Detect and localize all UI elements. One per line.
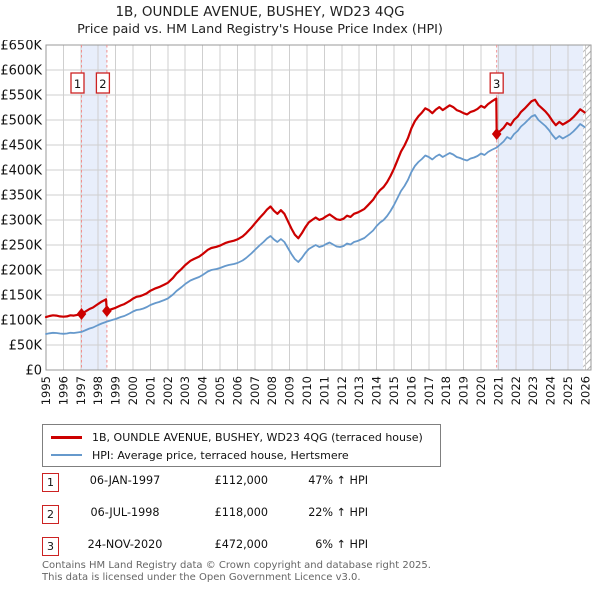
transaction-price: £112,000	[214, 474, 268, 487]
transaction-hpi-change: 6% ↑ HPI	[315, 538, 368, 551]
legend-item-hpi: HPI: Average price, terraced house, Hert…	[51, 446, 440, 464]
svg-text:2003: 2003	[178, 376, 192, 405]
svg-text:2006: 2006	[230, 376, 244, 405]
license-footer: Contains HM Land Registry data © Crown c…	[42, 560, 431, 583]
chart-legend: 1B, OUNDLE AVENUE, BUSHEY, WD23 4QG (ter…	[42, 424, 441, 467]
x-axis-labels: 1995 1996 1997 1998 1999 2000 2001 2002 2003 2004…	[39, 376, 592, 405]
transaction-date: 06-JAN-1997	[89, 474, 161, 487]
svg-text:£400K: £400K	[0, 164, 42, 179]
svg-text:£600K: £600K	[0, 64, 42, 79]
svg-text:2023: 2023	[526, 376, 540, 405]
svg-text:2001: 2001	[143, 376, 157, 405]
svg-text:£250K: £250K	[0, 239, 42, 254]
transaction-row: 2 06-JUL-1998 £118,000 22% ↑ HPI	[42, 505, 382, 525]
sale-number-box	[70, 72, 85, 94]
sale-number-label: 2	[99, 77, 106, 91]
row-number-badge: 3	[42, 537, 59, 556]
shaded-bands	[81, 45, 584, 370]
footer-line1: Contains HM Land Registry data © Crown c…	[42, 560, 431, 571]
hpi-line	[45, 114, 586, 335]
svg-text:2019: 2019	[457, 376, 471, 405]
svg-text:2013: 2013	[352, 376, 366, 405]
legend-label-price-paid: 1B, OUNDLE AVENUE, BUSHEY, WD23 4QG (ter…	[92, 430, 423, 444]
sale-point-diamond	[491, 128, 502, 140]
legend-label-hpi: HPI: Average price, terraced house, Hert…	[92, 448, 349, 462]
transaction-price: £472,000	[214, 538, 268, 551]
svg-text:£0: £0	[25, 364, 42, 379]
svg-text:2004: 2004	[196, 376, 210, 405]
svg-text:£300K: £300K	[0, 214, 42, 229]
svg-text:2025: 2025	[561, 376, 575, 405]
transaction-row: 3 24-NOV-2020 £472,000 6% ↑ HPI	[42, 537, 382, 557]
legend-item-price-paid: 1B, OUNDLE AVENUE, BUSHEY, WD23 4QG (ter…	[51, 428, 440, 446]
red-line-swatch	[51, 435, 82, 439]
y-axis-labels: £0 £50K £100K £150K £200K £250K £300K £350K £400…	[0, 40, 42, 379]
svg-text:£150K: £150K	[0, 289, 42, 304]
svg-text:£450K: £450K	[0, 139, 42, 154]
row-number-badge: 2	[42, 505, 59, 524]
svg-text:2026: 2026	[578, 376, 592, 405]
svg-text:2005: 2005	[213, 376, 227, 405]
page-subtitle: Price paid vs. HM Land Registry's House …	[77, 22, 443, 37]
svg-text:2010: 2010	[300, 376, 314, 405]
sale-number-label: 3	[493, 77, 500, 91]
svg-text:2020: 2020	[474, 376, 488, 405]
svg-text:£650K: £650K	[0, 40, 42, 54]
price-history-chart: 1 2 3£0£50K£100K£150K£200K£250K£300K£350K£…	[0, 40, 592, 405]
svg-text:2009: 2009	[283, 376, 297, 405]
sale-number-label: 1	[74, 77, 81, 91]
transaction-date: 06-JUL-1998	[90, 506, 160, 519]
sale-point-diamond	[102, 305, 112, 317]
sale-point-diamond	[76, 308, 87, 320]
svg-text:1997: 1997	[74, 376, 88, 405]
svg-text:£350K: £350K	[0, 189, 42, 204]
svg-text:2021: 2021	[491, 376, 505, 405]
svg-text:2018: 2018	[439, 376, 453, 405]
transaction-hpi-change: 22% ↑ HPI	[308, 506, 368, 519]
svg-text:£550K: £550K	[0, 89, 42, 104]
svg-text:£500K: £500K	[0, 114, 42, 129]
svg-text:£50K: £50K	[9, 339, 43, 354]
svg-text:2008: 2008	[265, 376, 279, 405]
svg-text:1995: 1995	[39, 376, 53, 405]
transaction-date: 24-NOV-2020	[87, 538, 163, 551]
page-title: 1B, OUNDLE AVENUE, BUSHEY, WD23 4QG	[115, 4, 405, 20]
svg-text:2015: 2015	[387, 376, 401, 405]
blue-line-swatch	[51, 454, 82, 456]
sale-number-box	[489, 72, 504, 94]
svg-text:2007: 2007	[248, 376, 262, 405]
svg-text:2017: 2017	[422, 376, 436, 405]
svg-text:£200K: £200K	[0, 264, 42, 279]
svg-text:2012: 2012	[335, 376, 349, 405]
svg-text:2000: 2000	[126, 376, 140, 405]
future-hatch-region	[583, 45, 591, 370]
sale-date-lines	[80, 45, 498, 370]
svg-text:2016: 2016	[404, 376, 418, 405]
transaction-hpi-change: 47% ↑ HPI	[308, 474, 368, 487]
sale-markers: 1 2 3	[70, 72, 504, 320]
svg-text:1996: 1996	[56, 376, 70, 405]
transaction-row: 1 06-JAN-1997 £112,000 47% ↑ HPI	[42, 473, 382, 493]
svg-text:1999: 1999	[109, 376, 123, 405]
footer-line2: This data is licensed under the Open Gov…	[42, 571, 361, 583]
svg-text:2024: 2024	[544, 376, 558, 405]
svg-text:2002: 2002	[161, 376, 175, 405]
plot-border	[45, 44, 592, 371]
svg-text:£100K: £100K	[0, 314, 42, 329]
svg-text:2011: 2011	[317, 376, 331, 405]
sale-number-box	[95, 72, 111, 94]
svg-text:1998: 1998	[91, 376, 105, 405]
transaction-price: £118,000	[214, 506, 268, 519]
svg-text:2014: 2014	[370, 376, 384, 405]
row-number-badge: 1	[42, 473, 59, 492]
svg-text:2022: 2022	[509, 376, 523, 405]
